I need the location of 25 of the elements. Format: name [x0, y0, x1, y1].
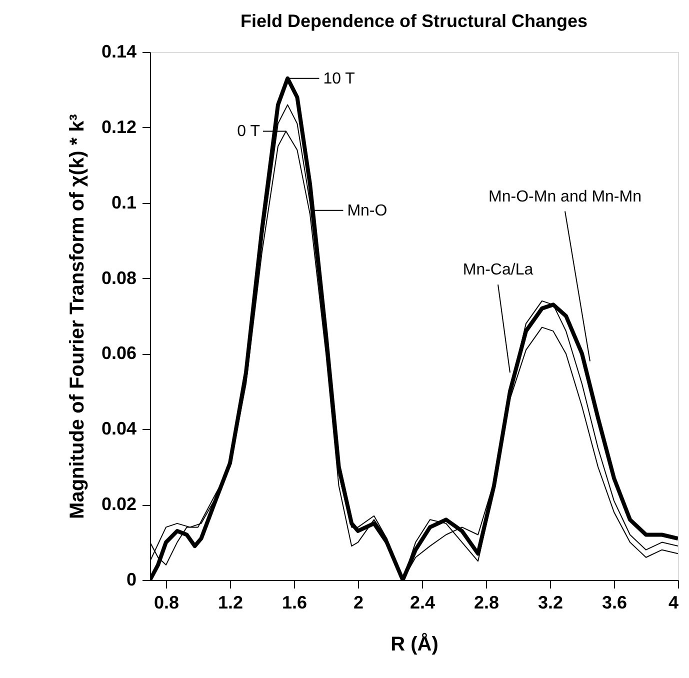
x-tick-label: 0.8: [154, 592, 180, 612]
x-tick-label: 2.4: [410, 592, 436, 612]
y-tick-label: 0: [126, 570, 136, 590]
x-tick-label: 4: [668, 592, 678, 612]
annotation: Mn-Ca/La: [462, 262, 534, 279]
x-tick-label: 2: [353, 592, 364, 612]
annotation: 0 T: [237, 123, 260, 140]
y-tick-label: 0.04: [101, 418, 136, 439]
x-axis-title: R (Å): [390, 632, 438, 656]
y-tick-label: 0.12: [101, 116, 136, 137]
annotation: 10 T: [323, 70, 356, 88]
y-tick-label: 0.14: [101, 42, 136, 62]
x-tick-label: 3.2: [538, 592, 564, 612]
y-tick-label: 0.1: [111, 192, 136, 212]
x-tick-label: 1.2: [218, 592, 244, 612]
x-tick-label: 1.6: [282, 592, 308, 612]
y-tick-label: 0.08: [101, 268, 136, 288]
y-axis-title: Magnitude of Fourier Transform of χ(k) * k³: [66, 114, 88, 519]
y-tick-label: 0.02: [101, 494, 136, 514]
annotation: Mn-O: [347, 202, 388, 220]
chart-title: Field Dependence of Structural Changes: [240, 11, 588, 31]
y-tick-label: 0.06: [101, 343, 136, 364]
x-tick-label: 2.8: [474, 592, 500, 612]
x-tick-label: 3.6: [602, 592, 628, 612]
annotation: Mn-O-Mn and Mn-Mn: [488, 188, 642, 206]
